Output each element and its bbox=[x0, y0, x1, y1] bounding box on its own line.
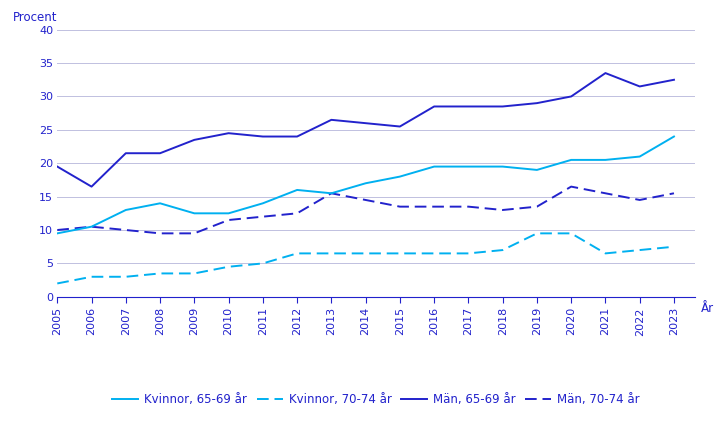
Text: År: År bbox=[701, 302, 714, 315]
Text: Procent: Procent bbox=[13, 11, 57, 24]
Legend: Kvinnor, 65-69 år, Kvinnor, 70-74 år, Män, 65-69 år, Män, 70-74 år: Kvinnor, 65-69 år, Kvinnor, 70-74 år, Mä… bbox=[108, 388, 644, 410]
